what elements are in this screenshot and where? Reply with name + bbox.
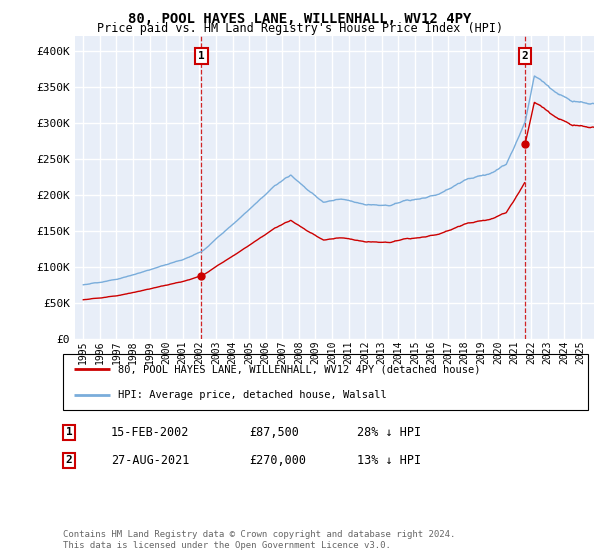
Text: 80, POOL HAYES LANE, WILLENHALL, WV12 4PY: 80, POOL HAYES LANE, WILLENHALL, WV12 4P…: [128, 12, 472, 26]
Text: 1: 1: [198, 51, 205, 61]
Text: 1: 1: [65, 427, 73, 437]
Text: 2: 2: [521, 51, 528, 61]
Text: £270,000: £270,000: [249, 454, 306, 467]
Text: 2: 2: [65, 455, 73, 465]
Text: £87,500: £87,500: [249, 426, 299, 439]
Text: Contains HM Land Registry data © Crown copyright and database right 2024.: Contains HM Land Registry data © Crown c…: [63, 530, 455, 539]
Text: 27-AUG-2021: 27-AUG-2021: [111, 454, 190, 467]
Text: HPI: Average price, detached house, Walsall: HPI: Average price, detached house, Wals…: [118, 390, 387, 400]
Text: 15-FEB-2002: 15-FEB-2002: [111, 426, 190, 439]
Text: 80, POOL HAYES LANE, WILLENHALL, WV12 4PY (detached house): 80, POOL HAYES LANE, WILLENHALL, WV12 4P…: [118, 364, 481, 374]
Text: This data is licensed under the Open Government Licence v3.0.: This data is licensed under the Open Gov…: [63, 541, 391, 550]
Text: 13% ↓ HPI: 13% ↓ HPI: [357, 454, 421, 467]
Text: 28% ↓ HPI: 28% ↓ HPI: [357, 426, 421, 439]
Text: Price paid vs. HM Land Registry's House Price Index (HPI): Price paid vs. HM Land Registry's House …: [97, 22, 503, 35]
